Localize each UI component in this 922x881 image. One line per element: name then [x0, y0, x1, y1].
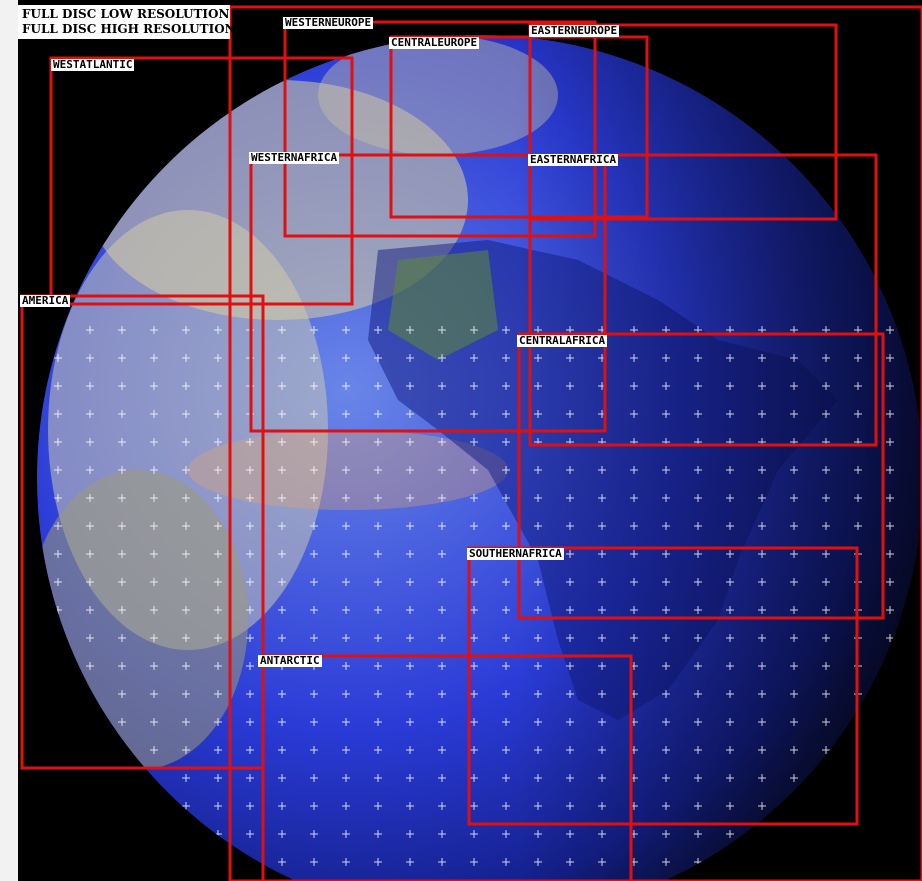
earth-full-disc	[20, 5, 922, 881]
antarctic-box[interactable]	[261, 654, 633, 881]
america-box[interactable]	[20, 294, 265, 770]
sector-label-centralafrica[interactable]: CENTRALAFRICA	[517, 334, 608, 347]
sector-label-westernafrica[interactable]: WESTERNAFRICA	[249, 151, 340, 164]
satellite-image-viewer: FULL DISC LOW RESOLUTION FULL DISC HIGH …	[18, 0, 922, 881]
westatlantic-box[interactable]	[49, 56, 354, 306]
full-disc-frame	[228, 5, 922, 881]
sector-label-easternafrica[interactable]: EASTERNAFRICA	[528, 153, 619, 166]
sector-label-easterneurope[interactable]: EASTERNEUROPE	[529, 24, 620, 37]
westernafrica-box[interactable]	[249, 153, 607, 433]
sector-outlines	[20, 5, 922, 881]
southernafrica-box[interactable]	[467, 546, 859, 826]
centralafrica-box[interactable]	[517, 332, 885, 620]
sector-label-westatlantic[interactable]: WESTATLANTIC	[51, 58, 135, 71]
sector-label-america[interactable]: AMERICA	[20, 294, 71, 307]
sector-label-southernafrica[interactable]: SOUTHERNAFRICA	[467, 547, 564, 560]
easterneurope-box[interactable]	[528, 23, 838, 221]
centraleurope-box[interactable]	[389, 35, 649, 219]
westerneurope-box[interactable]	[283, 20, 597, 238]
night-terminator	[37, 35, 922, 881]
sector-label-centraleurope[interactable]: CENTRALEUROPE	[389, 36, 480, 49]
sector-label-westerneurope[interactable]: WESTERNEUROPE	[283, 16, 374, 29]
easternafrica-box[interactable]	[528, 153, 878, 447]
sector-label-antarctic[interactable]: ANTARCTIC	[258, 654, 322, 667]
resolution-menu: FULL DISC LOW RESOLUTION FULL DISC HIGH …	[18, 5, 236, 39]
surface-features	[37, 35, 922, 881]
full-disc-low-resolution-link[interactable]: FULL DISC LOW RESOLUTION	[22, 7, 230, 21]
full-disc-high-resolution-link[interactable]: FULL DISC HIGH RESOLUTION	[22, 22, 236, 36]
